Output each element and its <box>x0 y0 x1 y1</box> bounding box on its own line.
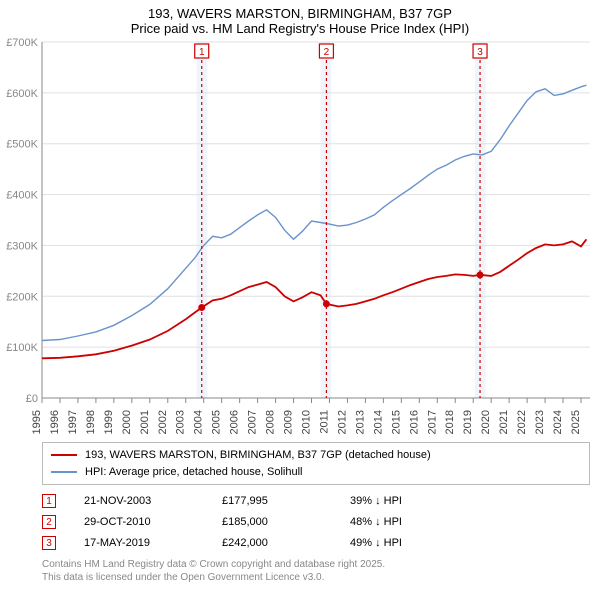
x-tick-label: 1999 <box>103 410 115 434</box>
x-tick-label: 2003 <box>175 410 187 434</box>
chart-subtitle: Price paid vs. HM Land Registry's House … <box>0 21 600 36</box>
x-tick-label: 2015 <box>390 410 402 434</box>
marker-dot <box>477 271 484 278</box>
marker-dot <box>323 300 330 307</box>
x-tick-label: 2018 <box>444 410 456 434</box>
x-tick-label: 2022 <box>516 410 528 434</box>
x-tick-label: 2021 <box>498 410 510 434</box>
y-tick-label: £200K <box>6 291 38 303</box>
marker-mini: 3 <box>42 536 56 550</box>
x-tick-label: 2011 <box>318 410 330 434</box>
transaction-price: £242,000 <box>222 533 322 554</box>
x-tick-label: 1997 <box>67 410 79 434</box>
transaction-row: 3 17-MAY-2019 £242,000 49% ↓ HPI <box>42 533 590 554</box>
transaction-date: 21-NOV-2003 <box>84 491 194 512</box>
x-tick-label: 2014 <box>372 410 384 434</box>
marker-number: 3 <box>477 47 483 58</box>
x-tick-label: 2001 <box>139 410 151 434</box>
x-tick-label: 2016 <box>408 410 420 434</box>
x-tick-label: 2000 <box>121 410 133 434</box>
marker-mini: 1 <box>42 494 56 508</box>
transaction-price: £177,995 <box>222 491 322 512</box>
x-tick-label: 2002 <box>157 410 169 434</box>
x-tick-label: 2019 <box>462 410 474 434</box>
x-tick-label: 1996 <box>49 410 61 434</box>
footer-line1: Contains HM Land Registry data © Crown c… <box>42 558 590 571</box>
y-tick-label: £500K <box>6 139 38 151</box>
x-tick-label: 2013 <box>354 410 366 434</box>
transaction-pct: 48% ↓ HPI <box>350 512 402 533</box>
chart-area: £0 £100K £200K £300K £400K £500K £600K £700K 199… <box>0 38 600 438</box>
marker-number: 1 <box>199 47 205 58</box>
x-tick-label: 2006 <box>229 410 241 434</box>
marker-mini: 2 <box>42 515 56 529</box>
x-tick-label: 2017 <box>426 410 438 434</box>
x-tick-label: 2007 <box>247 410 259 434</box>
y-tick-label: £100K <box>6 342 38 354</box>
legend-label: 193, WAVERS MARSTON, BIRMINGHAM, B37 7GP… <box>85 447 431 464</box>
x-tick-label: 2005 <box>211 410 223 434</box>
footer-attribution: Contains HM Land Registry data © Crown c… <box>42 558 590 584</box>
series-line <box>42 239 586 358</box>
transaction-row: 2 29-OCT-2010 £185,000 48% ↓ HPI <box>42 512 590 533</box>
transaction-row: 1 21-NOV-2003 £177,995 39% ↓ HPI <box>42 491 590 512</box>
y-tick-label: £700K <box>6 38 38 49</box>
x-tick-label: 2023 <box>534 410 546 434</box>
x-tick-label: 2020 <box>480 410 492 434</box>
x-tick-label: 2004 <box>193 410 205 434</box>
chart-header: 193, WAVERS MARSTON, BIRMINGHAM, B37 7GP… <box>0 0 600 38</box>
transactions-table: 1 21-NOV-2003 £177,995 39% ↓ HPI 2 29-OCT-201… <box>42 491 590 554</box>
x-tick-label: 1995 <box>31 410 43 434</box>
legend-row: 193, WAVERS MARSTON, BIRMINGHAM, B37 7GP… <box>51 447 581 464</box>
x-tick-label: 2025 <box>570 410 582 434</box>
transaction-date: 29-OCT-2010 <box>84 512 194 533</box>
legend-swatch <box>51 454 77 456</box>
legend-swatch <box>51 471 77 473</box>
x-tick-label: 2010 <box>301 410 313 434</box>
marker-dot <box>198 304 205 311</box>
transaction-pct: 39% ↓ HPI <box>350 491 402 512</box>
chart-title: 193, WAVERS MARSTON, BIRMINGHAM, B37 7GP <box>0 6 600 21</box>
y-tick-label: £0 <box>26 393 38 405</box>
transaction-pct: 49% ↓ HPI <box>350 533 402 554</box>
x-tick-label: 2009 <box>283 410 295 434</box>
legend-box: 193, WAVERS MARSTON, BIRMINGHAM, B37 7GP… <box>42 442 590 485</box>
x-tick-label: 2024 <box>552 410 564 434</box>
legend-label: HPI: Average price, detached house, Soli… <box>85 464 303 481</box>
marker-number: 2 <box>324 47 330 58</box>
y-tick-label: £600K <box>6 88 38 100</box>
transaction-price: £185,000 <box>222 512 322 533</box>
transaction-date: 17-MAY-2019 <box>84 533 194 554</box>
legend-row: HPI: Average price, detached house, Soli… <box>51 464 581 481</box>
series-line <box>42 85 586 340</box>
line-chart-svg: £0 £100K £200K £300K £400K £500K £600K £700K 199… <box>0 38 600 438</box>
y-tick-label: £400K <box>6 190 38 202</box>
x-tick-label: 2008 <box>265 410 277 434</box>
x-tick-label: 2012 <box>336 410 348 434</box>
footer-line2: This data is licensed under the Open Gov… <box>42 571 590 584</box>
x-tick-label: 1998 <box>85 410 97 434</box>
y-tick-label: £300K <box>6 240 38 252</box>
